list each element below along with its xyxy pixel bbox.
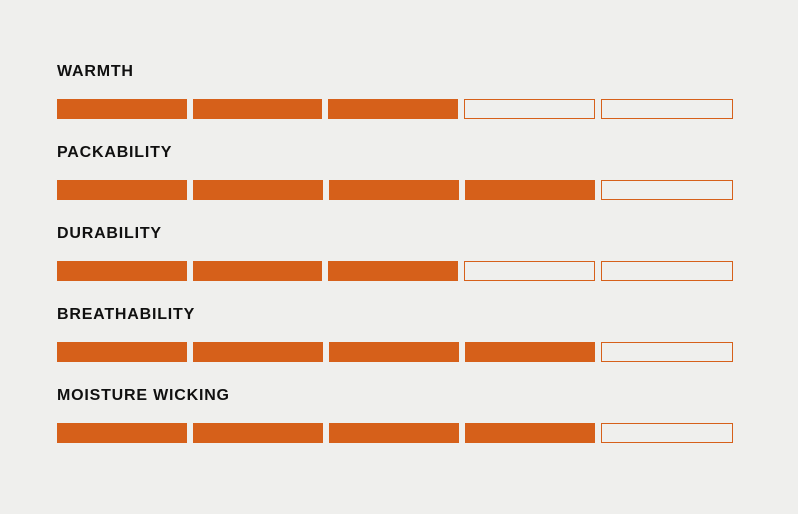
rating-row: DURABILITY xyxy=(57,226,733,281)
rating-segment-filled xyxy=(465,180,595,200)
rating-segment-filled xyxy=(57,261,187,281)
rating-segment-filled xyxy=(57,423,187,443)
ratings-list: WARMTH PACKABILITY DURABILITY BREATHABIL… xyxy=(57,64,733,443)
rating-row: WARMTH xyxy=(57,64,733,119)
rating-segment-empty xyxy=(601,423,733,443)
rating-segment-empty xyxy=(463,99,596,119)
rating-segment-filled xyxy=(329,180,459,200)
rating-segment-filled xyxy=(57,99,187,119)
rating-segment-filled xyxy=(57,180,187,200)
rating-segment-empty xyxy=(601,342,733,362)
rating-bar xyxy=(57,180,733,200)
rating-label: WARMTH xyxy=(57,63,134,80)
rating-segment-filled xyxy=(328,261,458,281)
rating-label: MOISTURE WICKING xyxy=(57,387,230,404)
rating-label: BREATHABILITY xyxy=(57,306,196,323)
rating-segment-filled xyxy=(192,261,323,281)
rating-segment-empty xyxy=(601,99,733,119)
rating-bar xyxy=(57,261,733,281)
rating-segment-filled xyxy=(465,342,595,362)
rating-row: MOISTURE WICKING xyxy=(57,388,733,443)
rating-segment-filled xyxy=(193,342,323,362)
rating-segment-empty xyxy=(463,261,596,281)
rating-segment-filled xyxy=(329,342,459,362)
rating-segment-empty xyxy=(601,261,733,281)
rating-segment-filled xyxy=(329,423,459,443)
rating-segment-filled xyxy=(57,342,187,362)
rating-bar xyxy=(57,423,733,443)
rating-segment-empty xyxy=(601,180,733,200)
rating-label: DURABILITY xyxy=(57,225,162,242)
rating-row: BREATHABILITY xyxy=(57,307,733,362)
rating-segment-filled xyxy=(193,423,323,443)
rating-label: PACKABILITY xyxy=(57,144,173,161)
rating-segment-filled xyxy=(193,180,323,200)
rating-bar xyxy=(57,342,733,362)
rating-row: PACKABILITY xyxy=(57,145,733,200)
rating-segment-filled xyxy=(192,99,323,119)
rating-segment-filled xyxy=(328,99,458,119)
rating-bar xyxy=(57,99,733,119)
rating-segment-filled xyxy=(465,423,595,443)
